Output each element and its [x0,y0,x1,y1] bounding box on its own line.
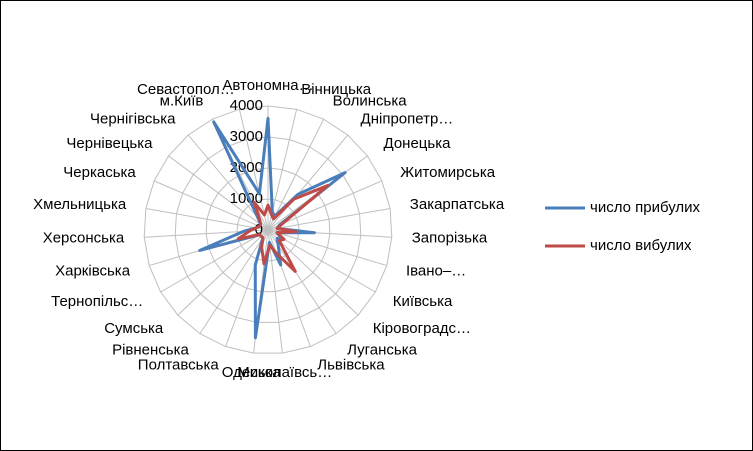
category-label: Донецька [384,135,452,152]
category-label: Черкаська [63,164,136,181]
category-label: Харківська [55,262,131,279]
spoke [267,134,349,231]
spoke [153,180,269,231]
category-label: Чернівецька [66,135,153,152]
category-label: Запорізька [412,229,488,246]
category-label: Чернігівська [90,111,176,128]
category-label: Херсонська [43,229,125,246]
category-label: Житомирська [400,164,496,181]
category-label: Одеська [222,364,282,381]
spoke [238,109,269,231]
category-label: Миколаївсь… [237,364,332,381]
category-label: Севастопол… [137,81,235,98]
spoke [267,229,359,316]
y-tick-label: 0 [255,221,263,238]
category-label: Київська [393,293,453,310]
y-tick-label: 4000 [230,97,263,114]
spoke [267,229,376,293]
category-label: Луганська [347,341,417,358]
category-label: Волинська [333,92,408,109]
grid-ring [205,167,331,293]
category-label: Вінницька [301,81,372,98]
category-label: Полтавська [138,356,220,373]
category-label: Івано–… [406,262,466,279]
spoke [199,229,269,334]
category-label: Тернопільс… [51,293,143,310]
category-label: Кіровоградс… [373,320,471,337]
legend-label: число прибулих [590,199,701,216]
spoke [267,229,283,354]
category-label: Автономна… [222,77,313,94]
spoke [168,155,269,231]
category-label: Рівненська [112,341,189,358]
category-label: Сумська [104,320,164,337]
spoke [267,118,325,231]
series-line [236,184,330,273]
spoke [160,229,269,293]
category-label: м.Київ [160,92,204,109]
grid-ring [174,136,362,323]
spoke [145,207,269,231]
category-label: Дніпропетр… [361,111,454,128]
spoke [267,207,391,231]
grid-ring [143,105,393,354]
y-tick-label: 3000 [230,128,263,145]
legend-label: число вибулих [590,237,692,254]
category-label: Львівська [317,356,385,373]
spoke [267,229,387,267]
spoke [177,229,269,316]
category-label: Закарпатська [410,196,505,213]
category-label: Хмельницька [33,196,127,213]
